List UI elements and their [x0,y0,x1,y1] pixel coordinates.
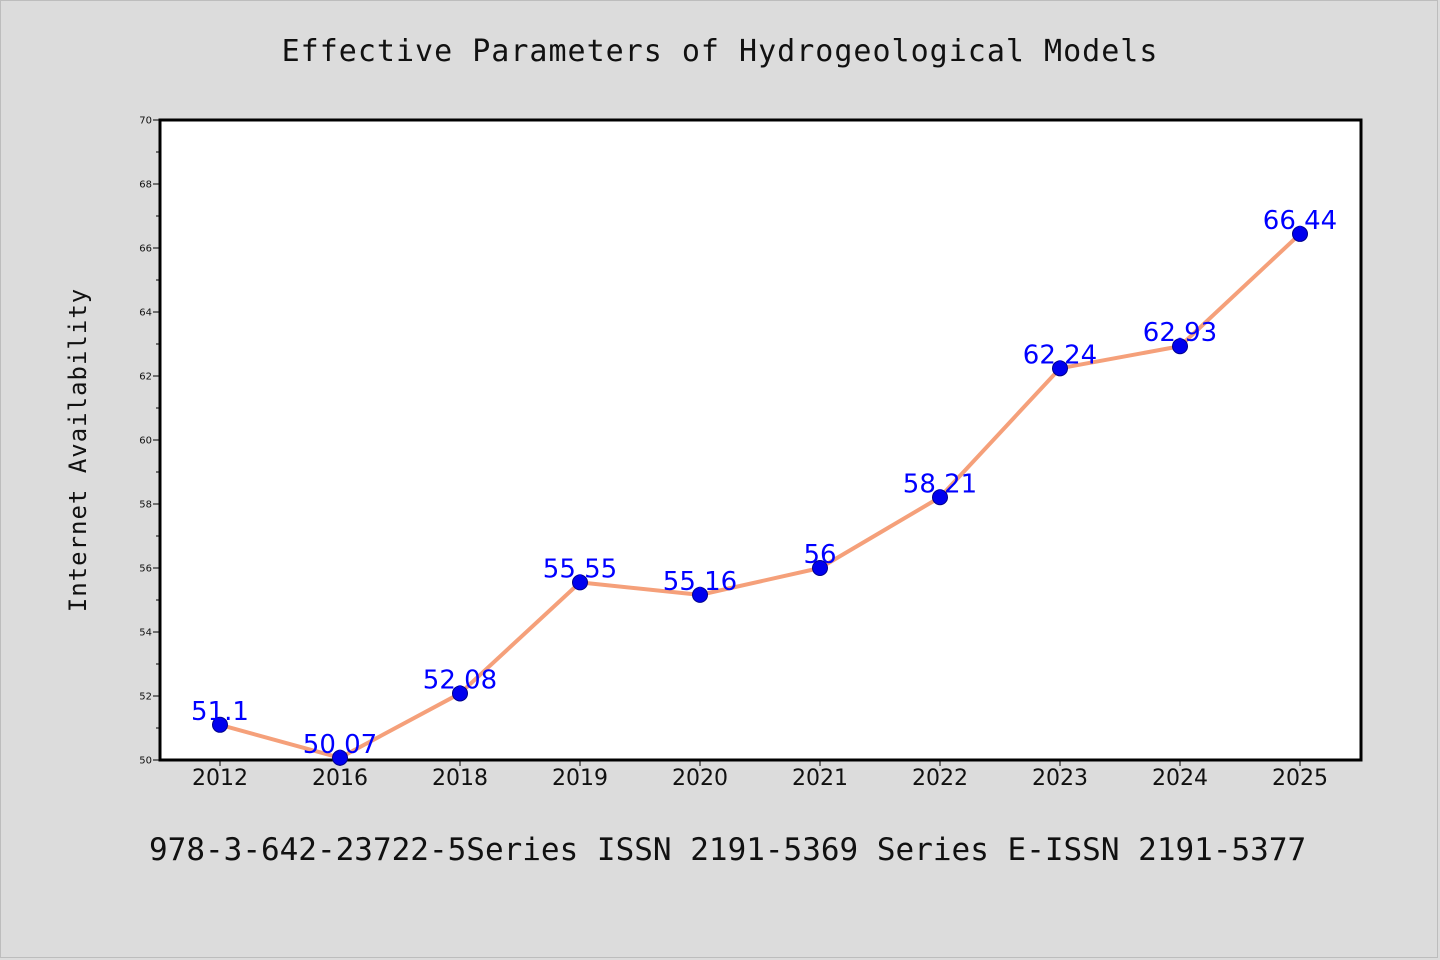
y-tick-label: 64 [139,308,152,319]
x-tick-label: 2012 [192,766,248,791]
data-label: 55.55 [543,554,617,584]
y-tick-label: 60 [139,436,152,447]
x-tick-label: 2023 [1032,766,1088,791]
plot-area [158,118,1363,762]
y-tick-label: 50 [139,756,152,767]
y-tick-label: 52 [139,692,152,703]
data-label: 56 [803,540,836,570]
x-tick-label: 2018 [432,766,488,791]
data-label-group: 51.1 50.07 52.08 55.55 55.16 56 58.21 62.24 62.9… [191,206,1337,760]
data-label: 58.21 [903,469,977,499]
x-tick-label: 2020 [672,766,728,791]
data-label: 51.1 [191,697,249,727]
data-label: 55.16 [663,567,737,597]
data-label: 52.08 [423,665,497,695]
data-point-marker [452,685,468,702]
y-tick-label: 62 [139,372,152,383]
data-point-marker [212,716,228,733]
y-tick-label: 66 [139,244,152,255]
x-tick-label: 2024 [1152,766,1208,791]
data-point-marker [932,489,948,506]
data-point-marker [572,574,588,591]
series-line [219,232,1302,760]
data-point-marker [332,749,348,766]
data-label: 66.44 [1263,206,1337,236]
data-point-marker [1292,225,1308,242]
x-axis: 2012 2016 2018 2019 2020 2021 2022 2023 2024 2025 [192,760,1328,791]
x-tick-label: 2021 [792,766,848,791]
data-label: 50.07 [303,730,377,760]
data-point-marker [692,586,708,603]
y-tick-label: 56 [139,564,152,575]
y-tick-label: 54 [139,628,152,639]
marker-group [212,225,1308,766]
x-tick-label: 2025 [1272,766,1328,791]
y-axis-label: Internet Availability [64,288,92,612]
data-point-marker [1052,360,1068,377]
y-tick-label: 68 [139,180,152,191]
data-point-marker [1172,338,1188,355]
y-tick-label: 70 [139,116,152,127]
data-label: 62.93 [1143,318,1217,348]
x-tick-label: 2019 [552,766,608,791]
y-tick-label: 58 [139,500,152,511]
chart-title: Effective Parameters of Hydrogeological … [281,34,1159,69]
y-axis: 50 52 54 56 58 60 62 64 66 68 70 [139,116,160,767]
x-tick-label: 2022 [912,766,968,791]
x-tick-label: 2016 [312,766,368,791]
footer-isbn-issn: 978-3-642-23722-5Series ISSN 2191-5369 S… [149,832,1307,868]
data-label: 62.24 [1023,340,1097,370]
data-point-marker [812,560,828,576]
series-line-group [219,232,1302,760]
